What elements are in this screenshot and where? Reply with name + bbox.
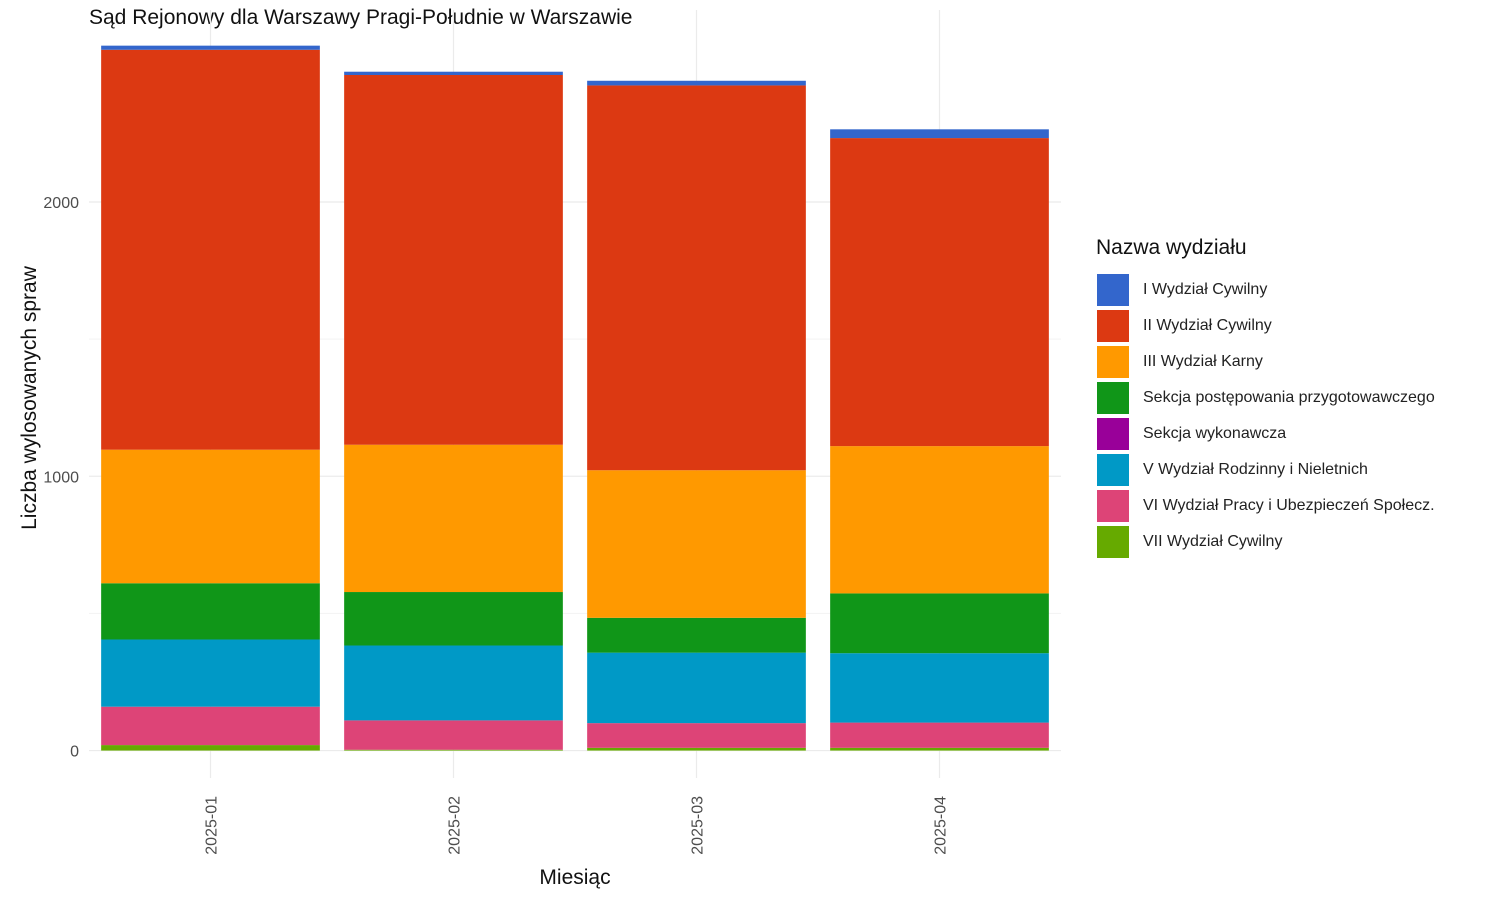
- y-axis-label: Liczba wylosowanych spraw: [18, 266, 41, 530]
- legend-label: III Wydział Karny: [1143, 353, 1263, 370]
- legend-item: II Wydział Cywilny: [1096, 308, 1435, 344]
- bar-segment: [101, 745, 320, 751]
- bar-segment: [587, 747, 806, 751]
- legend-item: Sekcja wykonawcza: [1096, 416, 1435, 452]
- legend-title: Nazwa wydziału: [1096, 236, 1247, 259]
- y-tick-label: 2000: [43, 195, 79, 212]
- bar-segment: [587, 85, 806, 471]
- legend-items: I Wydział Cywilny II Wydział Cywilny III W…: [1096, 272, 1435, 560]
- bar-segment: [344, 749, 563, 751]
- legend-swatch: [1096, 273, 1130, 307]
- legend-item: VII Wydział Cywilny: [1096, 524, 1435, 560]
- bar-segment: [101, 49, 320, 450]
- bar-segment: [587, 80, 806, 86]
- legend-label: Sekcja wykonawcza: [1143, 425, 1287, 442]
- bar-segment: [101, 639, 320, 707]
- legend-label: V Wydział Rodzinny i Nieletnich: [1143, 461, 1368, 478]
- x-axis-label: Miesiąc: [539, 866, 611, 889]
- legend-swatch: [1096, 345, 1130, 379]
- y-tick-label: 0: [70, 744, 79, 761]
- bar-segment: [830, 593, 1049, 654]
- legend-label: Sekcja postępowania przygotowawczego: [1143, 389, 1435, 406]
- bar-segment: [344, 71, 563, 76]
- legend-item: I Wydział Cywilny: [1096, 272, 1435, 308]
- legend-item: V Wydział Rodzinny i Nieletnich: [1096, 452, 1435, 488]
- bar-segment: [830, 722, 1049, 748]
- legend-label: I Wydział Cywilny: [1143, 281, 1268, 298]
- y-tick-label: 1000: [43, 469, 79, 486]
- bar-segment: [344, 75, 563, 445]
- bar-segment: [830, 129, 1049, 139]
- legend-swatch: [1096, 381, 1130, 415]
- legend-item: Sekcja postępowania przygotowawczego: [1096, 380, 1435, 416]
- legend-item: VI Wydział Pracy i Ubezpieczeń Społecz.: [1096, 488, 1435, 524]
- legend-swatch: [1096, 453, 1130, 487]
- chart-title: Sąd Rejonowy dla Warszawy Pragi-Południe…: [89, 6, 633, 29]
- x-tick-label: 2025-04: [933, 796, 950, 855]
- bar-segment: [101, 706, 320, 746]
- legend-swatch: [1096, 417, 1130, 451]
- bar-segment: [344, 444, 563, 593]
- bar-segment: [587, 470, 806, 618]
- x-tick-label: 2025-02: [447, 796, 464, 855]
- legend-label: VI Wydział Pracy i Ubezpieczeń Społecz.: [1143, 497, 1435, 514]
- legend-swatch: [1096, 525, 1130, 559]
- bar-segment: [587, 617, 806, 653]
- legend-swatch: [1096, 309, 1130, 343]
- legend: Nazwa wydziału I Wydział Cywilny II Wydzi…: [1096, 236, 1435, 560]
- x-tick-label: 2025-01: [204, 796, 221, 855]
- bar-segment: [344, 592, 563, 646]
- legend-item: III Wydział Karny: [1096, 344, 1435, 380]
- bar-segment: [830, 138, 1049, 447]
- bar-segment: [830, 446, 1049, 594]
- bar-segment: [101, 45, 320, 50]
- legend-label: II Wydział Cywilny: [1143, 317, 1272, 334]
- x-tick-label: 2025-03: [690, 796, 707, 855]
- legend-label: VII Wydział Cywilny: [1143, 533, 1283, 550]
- legend-swatch: [1096, 489, 1130, 523]
- bar-segment: [101, 583, 320, 640]
- bar-segment: [344, 720, 563, 750]
- bar-segment: [830, 653, 1049, 723]
- bar-segment: [587, 723, 806, 748]
- bar-segment: [344, 645, 563, 721]
- bar-segment: [830, 747, 1049, 751]
- bar-segment: [587, 652, 806, 724]
- bar-segment: [101, 449, 320, 584]
